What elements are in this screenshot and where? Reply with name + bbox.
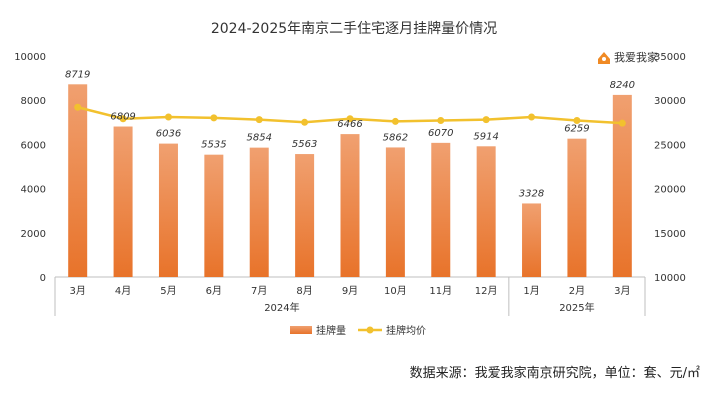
line-point bbox=[255, 116, 263, 124]
y-left-tick-label: 8000 bbox=[21, 96, 46, 107]
y-right-tick-label: 20000 bbox=[654, 185, 686, 196]
line-point bbox=[164, 113, 172, 121]
data-label: 8719 bbox=[65, 69, 90, 80]
brand-logo: 我爱我家 bbox=[598, 50, 658, 64]
x-tick-label: 4月 bbox=[115, 285, 131, 297]
legend-label: 挂牌均价 bbox=[386, 324, 426, 337]
y-left-tick-label: 0 bbox=[40, 273, 46, 284]
data-label: 5535 bbox=[201, 140, 226, 151]
bar-series bbox=[68, 84, 632, 278]
y-left-tick-label: 10000 bbox=[14, 52, 46, 63]
line-point bbox=[391, 117, 399, 125]
y-left-tick-label: 4000 bbox=[21, 185, 46, 196]
y-right-tick-label: 15000 bbox=[654, 229, 686, 240]
line-point bbox=[528, 113, 536, 121]
line-point bbox=[573, 117, 581, 125]
line-point bbox=[618, 119, 626, 127]
x-tick-label: 10月 bbox=[384, 285, 407, 297]
bar bbox=[431, 142, 451, 277]
bar bbox=[249, 147, 269, 277]
source-note: 数据来源：我爱我家南京研究院，单位：套、元/㎡ bbox=[410, 365, 700, 381]
bar bbox=[476, 146, 496, 277]
x-tick-label: 2月 bbox=[569, 285, 585, 297]
bar bbox=[340, 134, 360, 277]
x-tick-label: 5月 bbox=[160, 285, 176, 297]
x-tick-label: 6月 bbox=[206, 285, 222, 297]
group-label: 2024年 bbox=[264, 301, 299, 314]
bar bbox=[113, 126, 133, 277]
x-tick-label: 8月 bbox=[296, 285, 312, 297]
x-tick-label: 3月 bbox=[614, 285, 630, 297]
logo-text: 我爱我家 bbox=[614, 50, 658, 64]
line-point bbox=[301, 118, 309, 126]
legend-marker bbox=[366, 326, 374, 334]
data-label: 5563 bbox=[292, 139, 317, 150]
axes: 0 2000 4000 6000 8000 10000 10000 15000 20000 250… bbox=[14, 52, 686, 316]
x-tick-label: 7月 bbox=[251, 285, 267, 297]
bar bbox=[522, 203, 542, 277]
line-point bbox=[119, 115, 127, 123]
bar bbox=[385, 147, 405, 277]
bar bbox=[204, 154, 224, 277]
data-label: 6466 bbox=[337, 119, 362, 130]
x-tick-label: 9月 bbox=[342, 285, 358, 297]
data-label: 5914 bbox=[473, 131, 498, 142]
bar bbox=[158, 143, 178, 277]
data-label: 8240 bbox=[610, 80, 635, 91]
data-labels: 8719 6809 6036 5535 5854 5563 6466 5862 6070 5914… bbox=[65, 69, 635, 199]
line-point bbox=[346, 115, 354, 123]
legend-label: 挂牌量 bbox=[316, 324, 346, 337]
y-left-tick-label: 6000 bbox=[21, 140, 46, 151]
group-label: 2025年 bbox=[559, 301, 594, 314]
y-right-tick-label: 30000 bbox=[654, 96, 686, 107]
x-tick-label: 12月 bbox=[475, 285, 498, 297]
x-tick-label: 11月 bbox=[429, 285, 452, 297]
legend: 挂牌量 挂牌均价 bbox=[290, 324, 426, 337]
line-point bbox=[210, 114, 218, 122]
data-label: 5854 bbox=[247, 133, 272, 144]
y-right-tick-label: 25000 bbox=[654, 140, 686, 151]
data-label: 3328 bbox=[519, 188, 544, 199]
x-tick-label: 3月 bbox=[70, 285, 86, 297]
house-icon bbox=[598, 52, 610, 64]
data-label: 6809 bbox=[110, 112, 135, 123]
legend-swatch-bar bbox=[290, 326, 312, 334]
data-label: 6070 bbox=[428, 128, 453, 139]
y-right-tick-label: 35000 bbox=[654, 52, 686, 63]
bar bbox=[295, 154, 315, 277]
bar bbox=[68, 84, 88, 278]
line-point bbox=[482, 116, 490, 124]
data-label: 6259 bbox=[564, 124, 589, 135]
line-series bbox=[74, 103, 626, 127]
y-left-tick-label: 2000 bbox=[21, 229, 46, 240]
bar bbox=[567, 138, 587, 277]
data-label: 6036 bbox=[156, 129, 181, 140]
y-right-tick-label: 10000 bbox=[654, 273, 686, 284]
bar bbox=[612, 94, 632, 278]
x-tick-label: 1月 bbox=[523, 285, 539, 297]
line-point bbox=[74, 103, 82, 111]
data-label: 5862 bbox=[383, 132, 408, 143]
chart-title: 2024-2025年南京二手住宅逐月挂牌量价情况 bbox=[211, 20, 497, 37]
line-point bbox=[437, 117, 445, 125]
